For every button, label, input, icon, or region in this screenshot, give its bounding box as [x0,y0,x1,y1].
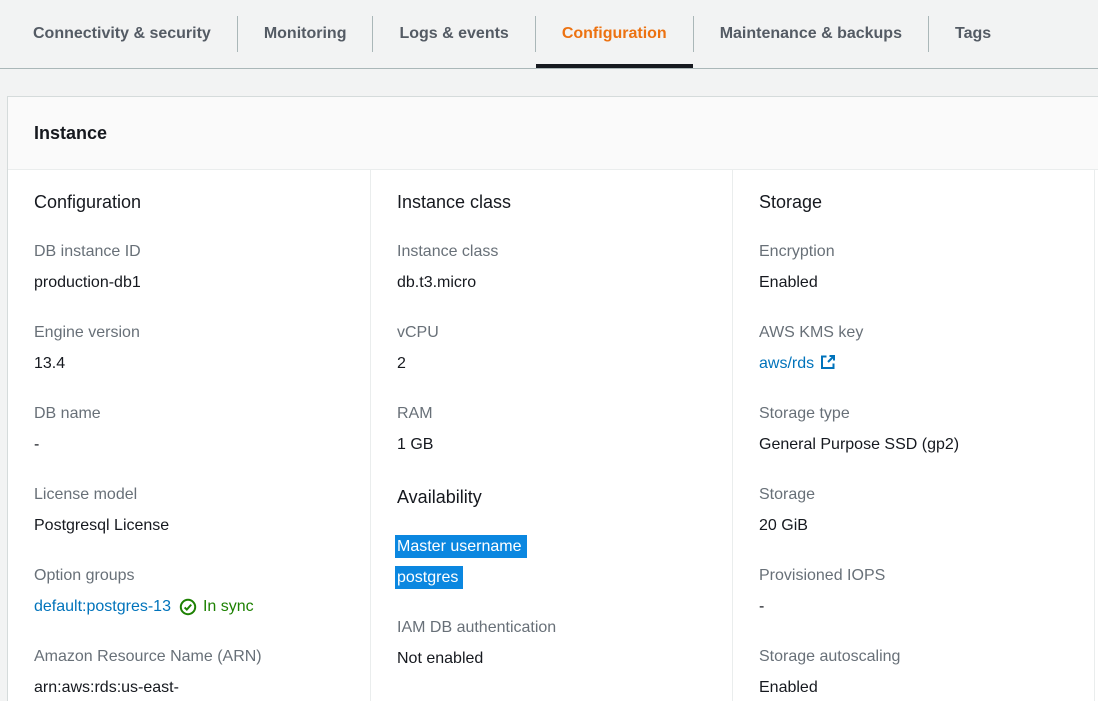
tab-configuration[interactable]: Configuration [535,0,693,68]
instance-panel-body: Configuration DB instance ID production-… [8,170,1098,701]
field-value: - [759,598,765,615]
field-db-instance-id: DB instance ID production-db1 [34,242,346,293]
field-value: 1 GB [397,436,434,453]
instance-panel: Instance Configuration DB instance ID pr… [7,96,1098,701]
tab-connectivity-security[interactable]: Connectivity & security [7,0,237,68]
field-label: vCPU [397,324,439,341]
field-encryption: Encryption Enabled [759,242,1070,293]
tab-label: Monitoring [263,25,347,42]
field-value: db.t3.micro [397,274,477,291]
section-heading-configuration: Configuration [34,192,142,212]
tab-logs-events[interactable]: Logs & events [373,0,534,68]
field-license-model: License model Postgresql License [34,485,346,536]
field-label: Instance class [397,243,499,260]
field-value: General Purpose SSD (gp2) [759,436,960,453]
field-db-name: DB name - [34,404,346,455]
instance-panel-header: Instance [8,97,1098,170]
section-heading-storage: Storage [759,192,823,212]
field-value: 20 GiB [759,517,808,534]
field-value: 2 [397,355,406,372]
field-arn: Amazon Resource Name (ARN) arn:aws:rds:u… [34,647,346,698]
field-option-groups: Option groups default:postgres-13 In syn… [34,566,346,617]
field-label: RAM [397,405,433,422]
field-aws-kms-key: AWS KMS key aws/rds [759,323,1070,374]
column-instance-class: Instance class Instance class db.t3.micr… [370,170,732,701]
option-group-link[interactable]: default:postgres-13 [34,598,171,615]
field-storage-autoscaling: Storage autoscaling Enabled [759,647,1070,698]
tab-label: Maintenance & backups [719,25,902,42]
kms-key-link-text: aws/rds [759,355,815,372]
column-configuration: Configuration DB instance ID production-… [8,170,370,701]
tab-label: Tags [954,25,992,42]
field-label: DB instance ID [34,243,141,260]
field-value: 13.4 [34,355,66,372]
tab-divider [692,16,694,52]
tab-label: Configuration [561,25,667,42]
tab-tags[interactable]: Tags [929,0,1017,68]
selected-text-label: Master username [395,535,527,558]
tab-maintenance-backups[interactable]: Maintenance & backups [694,0,928,68]
section-heading-availability: Availability [397,487,482,507]
field-label: Storage autoscaling [759,648,901,665]
field-vcpu: vCPU 2 [397,323,708,374]
field-master-username: Master username postgres [395,535,708,589]
tab-divider [534,16,536,52]
field-engine-version: Engine version 13.4 [34,323,346,374]
field-label: IAM DB authentication [397,619,557,636]
field-label: DB name [34,405,101,422]
option-group-status: In sync [179,597,254,617]
field-label: Storage [759,486,816,503]
field-label: Provisioned IOPS [759,567,886,584]
field-label: License model [34,486,138,503]
field-value: Enabled [759,274,818,291]
field-value: arn:aws:rds:us-east- [34,679,179,696]
tab-monitoring[interactable]: Monitoring [238,0,373,68]
field-label: Amazon Resource Name (ARN) [34,648,262,665]
tab-label: Connectivity & security [33,25,211,42]
tab-divider [372,16,374,52]
tab-divider [927,16,929,52]
field-label: AWS KMS key [759,324,864,341]
tab-divider [236,16,238,52]
status-text: In sync [202,598,254,615]
field-label: Engine version [34,324,140,341]
field-label: Option groups [34,567,135,584]
kms-key-link[interactable]: aws/rds [759,355,836,372]
field-value: - [34,436,40,453]
field-ram: RAM 1 GB [397,404,708,455]
field-iam-db-authentication: IAM DB authentication Not enabled [397,618,708,669]
field-instance-class: Instance class db.t3.micro [397,242,708,293]
selected-text-value: postgres [395,566,464,589]
check-circle-icon [179,598,197,616]
tab-bar: Connectivity & security Monitoring Logs … [0,0,1098,69]
field-label: Storage type [759,405,850,422]
section-heading-instance-class: Instance class [397,192,512,212]
column-cutoff [1094,170,1098,701]
field-storage-type: Storage type General Purpose SSD (gp2) [759,404,1070,455]
field-value: Postgresql License [34,517,170,534]
tab-label: Logs & events [399,25,509,42]
field-value: Enabled [759,679,818,696]
field-label: Encryption [759,243,835,260]
field-storage-size: Storage 20 GiB [759,485,1070,536]
field-provisioned-iops: Provisioned IOPS - [759,566,1070,617]
field-value: Not enabled [397,650,484,667]
column-storage: Storage Encryption Enabled AWS KMS key a… [732,170,1094,701]
field-value: production-db1 [34,274,141,291]
external-link-icon [821,355,836,369]
panel-title: Instance [34,122,108,143]
